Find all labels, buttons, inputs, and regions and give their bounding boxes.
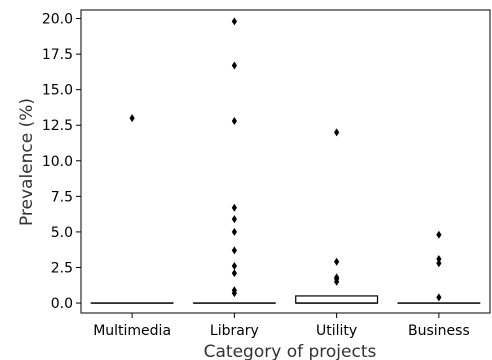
y-axis: 0.0 2.5 5.0 7.5 10.0 12.5 15.0 17.5 20.0 (42, 12, 81, 312)
outlier-point (436, 293, 442, 302)
outlier-point (231, 17, 237, 26)
y-tick-label: 5.0 (51, 225, 73, 241)
x-axis-title: Category of projects (204, 342, 377, 360)
y-tick-label: 12.5 (42, 118, 73, 134)
y-axis-title: Prevalence (%) (17, 98, 37, 226)
x-axis: Multimedia Library Utility Business (93, 313, 470, 339)
y-tick-label: 0.0 (51, 296, 73, 312)
box-group (90, 114, 174, 304)
outlier-point (334, 257, 340, 266)
outlier-point (231, 246, 237, 255)
outlier-point (436, 230, 442, 239)
outlier-point (334, 128, 340, 137)
x-tick-label: Multimedia (93, 323, 171, 339)
box-group (295, 128, 379, 304)
outlier-point (231, 116, 237, 125)
y-tick-label: 10.0 (42, 154, 73, 170)
outlier-point (436, 259, 442, 268)
outlier-point (231, 286, 237, 295)
plot-area (80, 9, 491, 314)
outlier-point (334, 273, 340, 282)
box (295, 295, 379, 304)
box-group (397, 230, 481, 304)
x-tick-label: Library (210, 323, 259, 339)
outlier-point (436, 254, 442, 263)
outlier-point (231, 262, 237, 271)
boxes-layer (90, 17, 481, 304)
x-tick-label: Business (408, 323, 470, 339)
y-tick-label: 17.5 (42, 47, 73, 63)
box-group (192, 17, 276, 304)
y-tick-label: 7.5 (51, 189, 73, 205)
outlier-point (231, 61, 237, 70)
x-tick-label: Utility (316, 323, 357, 339)
outlier-point (231, 215, 237, 224)
outlier-point (231, 269, 237, 278)
outlier-point (231, 203, 237, 212)
outlier-point (231, 227, 237, 236)
y-tick-label: 2.5 (51, 260, 73, 276)
outlier-point (129, 114, 135, 123)
y-tick-label: 20.0 (42, 12, 73, 28)
plot-frame (80, 9, 491, 314)
y-tick-label: 15.0 (42, 83, 73, 99)
